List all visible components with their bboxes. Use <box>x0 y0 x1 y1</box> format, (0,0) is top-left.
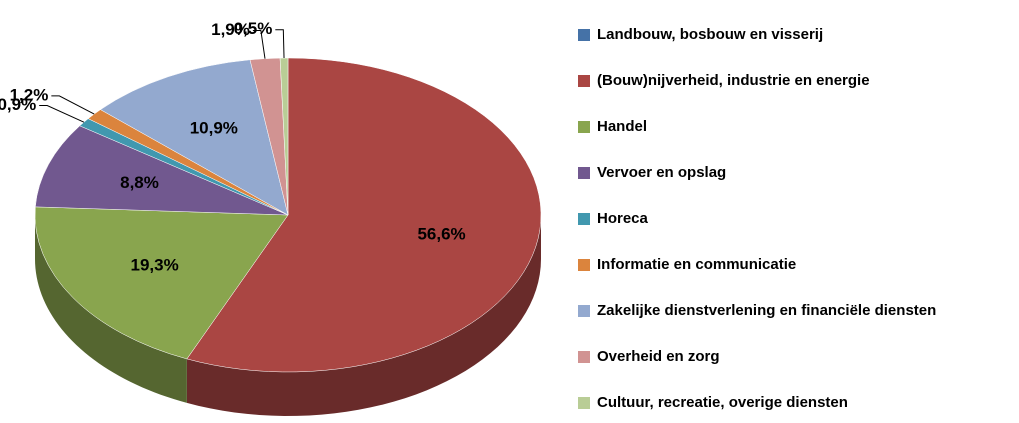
slice <box>186 57 542 373</box>
legend-swatch <box>578 259 590 271</box>
data-label: 0,9% <box>0 95 36 114</box>
data-label: 8,8% <box>120 173 159 192</box>
legend-label: Horeca <box>597 210 649 227</box>
data-label: 1,2% <box>10 85 49 104</box>
legend-label: Cultuur, recreatie, overige diensten <box>597 394 848 411</box>
data-label: 10,9% <box>190 119 238 138</box>
leader-line <box>275 29 285 59</box>
data-label: 1,9% <box>211 20 250 39</box>
legend-label: Overheid en zorg <box>597 348 720 365</box>
legend-label: Handel <box>597 118 647 135</box>
leader-line <box>51 95 95 115</box>
leader-line <box>39 104 85 123</box>
legend-swatch <box>578 75 590 87</box>
slice <box>35 125 289 216</box>
slice-side <box>35 215 187 403</box>
slice <box>34 206 289 360</box>
legend-label: Landbouw, bosbouw en visserij <box>597 26 823 43</box>
legend-label: (Bouw)nijverheid, industrie en energie <box>597 72 870 89</box>
legend-swatch <box>578 213 590 225</box>
legend-swatch <box>578 167 590 179</box>
slice <box>100 59 289 216</box>
legend-swatch <box>578 397 590 409</box>
data-label: 19,3% <box>130 256 178 275</box>
data-label: 56,6% <box>417 224 465 243</box>
legend-swatch <box>578 121 590 133</box>
data-label: 0,5% <box>234 19 273 38</box>
legend-swatch <box>578 305 590 317</box>
slice-side <box>186 215 541 416</box>
leader-line <box>252 30 266 59</box>
legend-label: Vervoer en opslag <box>597 164 726 181</box>
legend-label: Zakelijke dienstverlening en financiële … <box>597 302 936 319</box>
legend-swatch <box>578 351 590 363</box>
legend-swatch <box>578 29 590 41</box>
legend-label: Informatie en communicatie <box>597 256 796 273</box>
